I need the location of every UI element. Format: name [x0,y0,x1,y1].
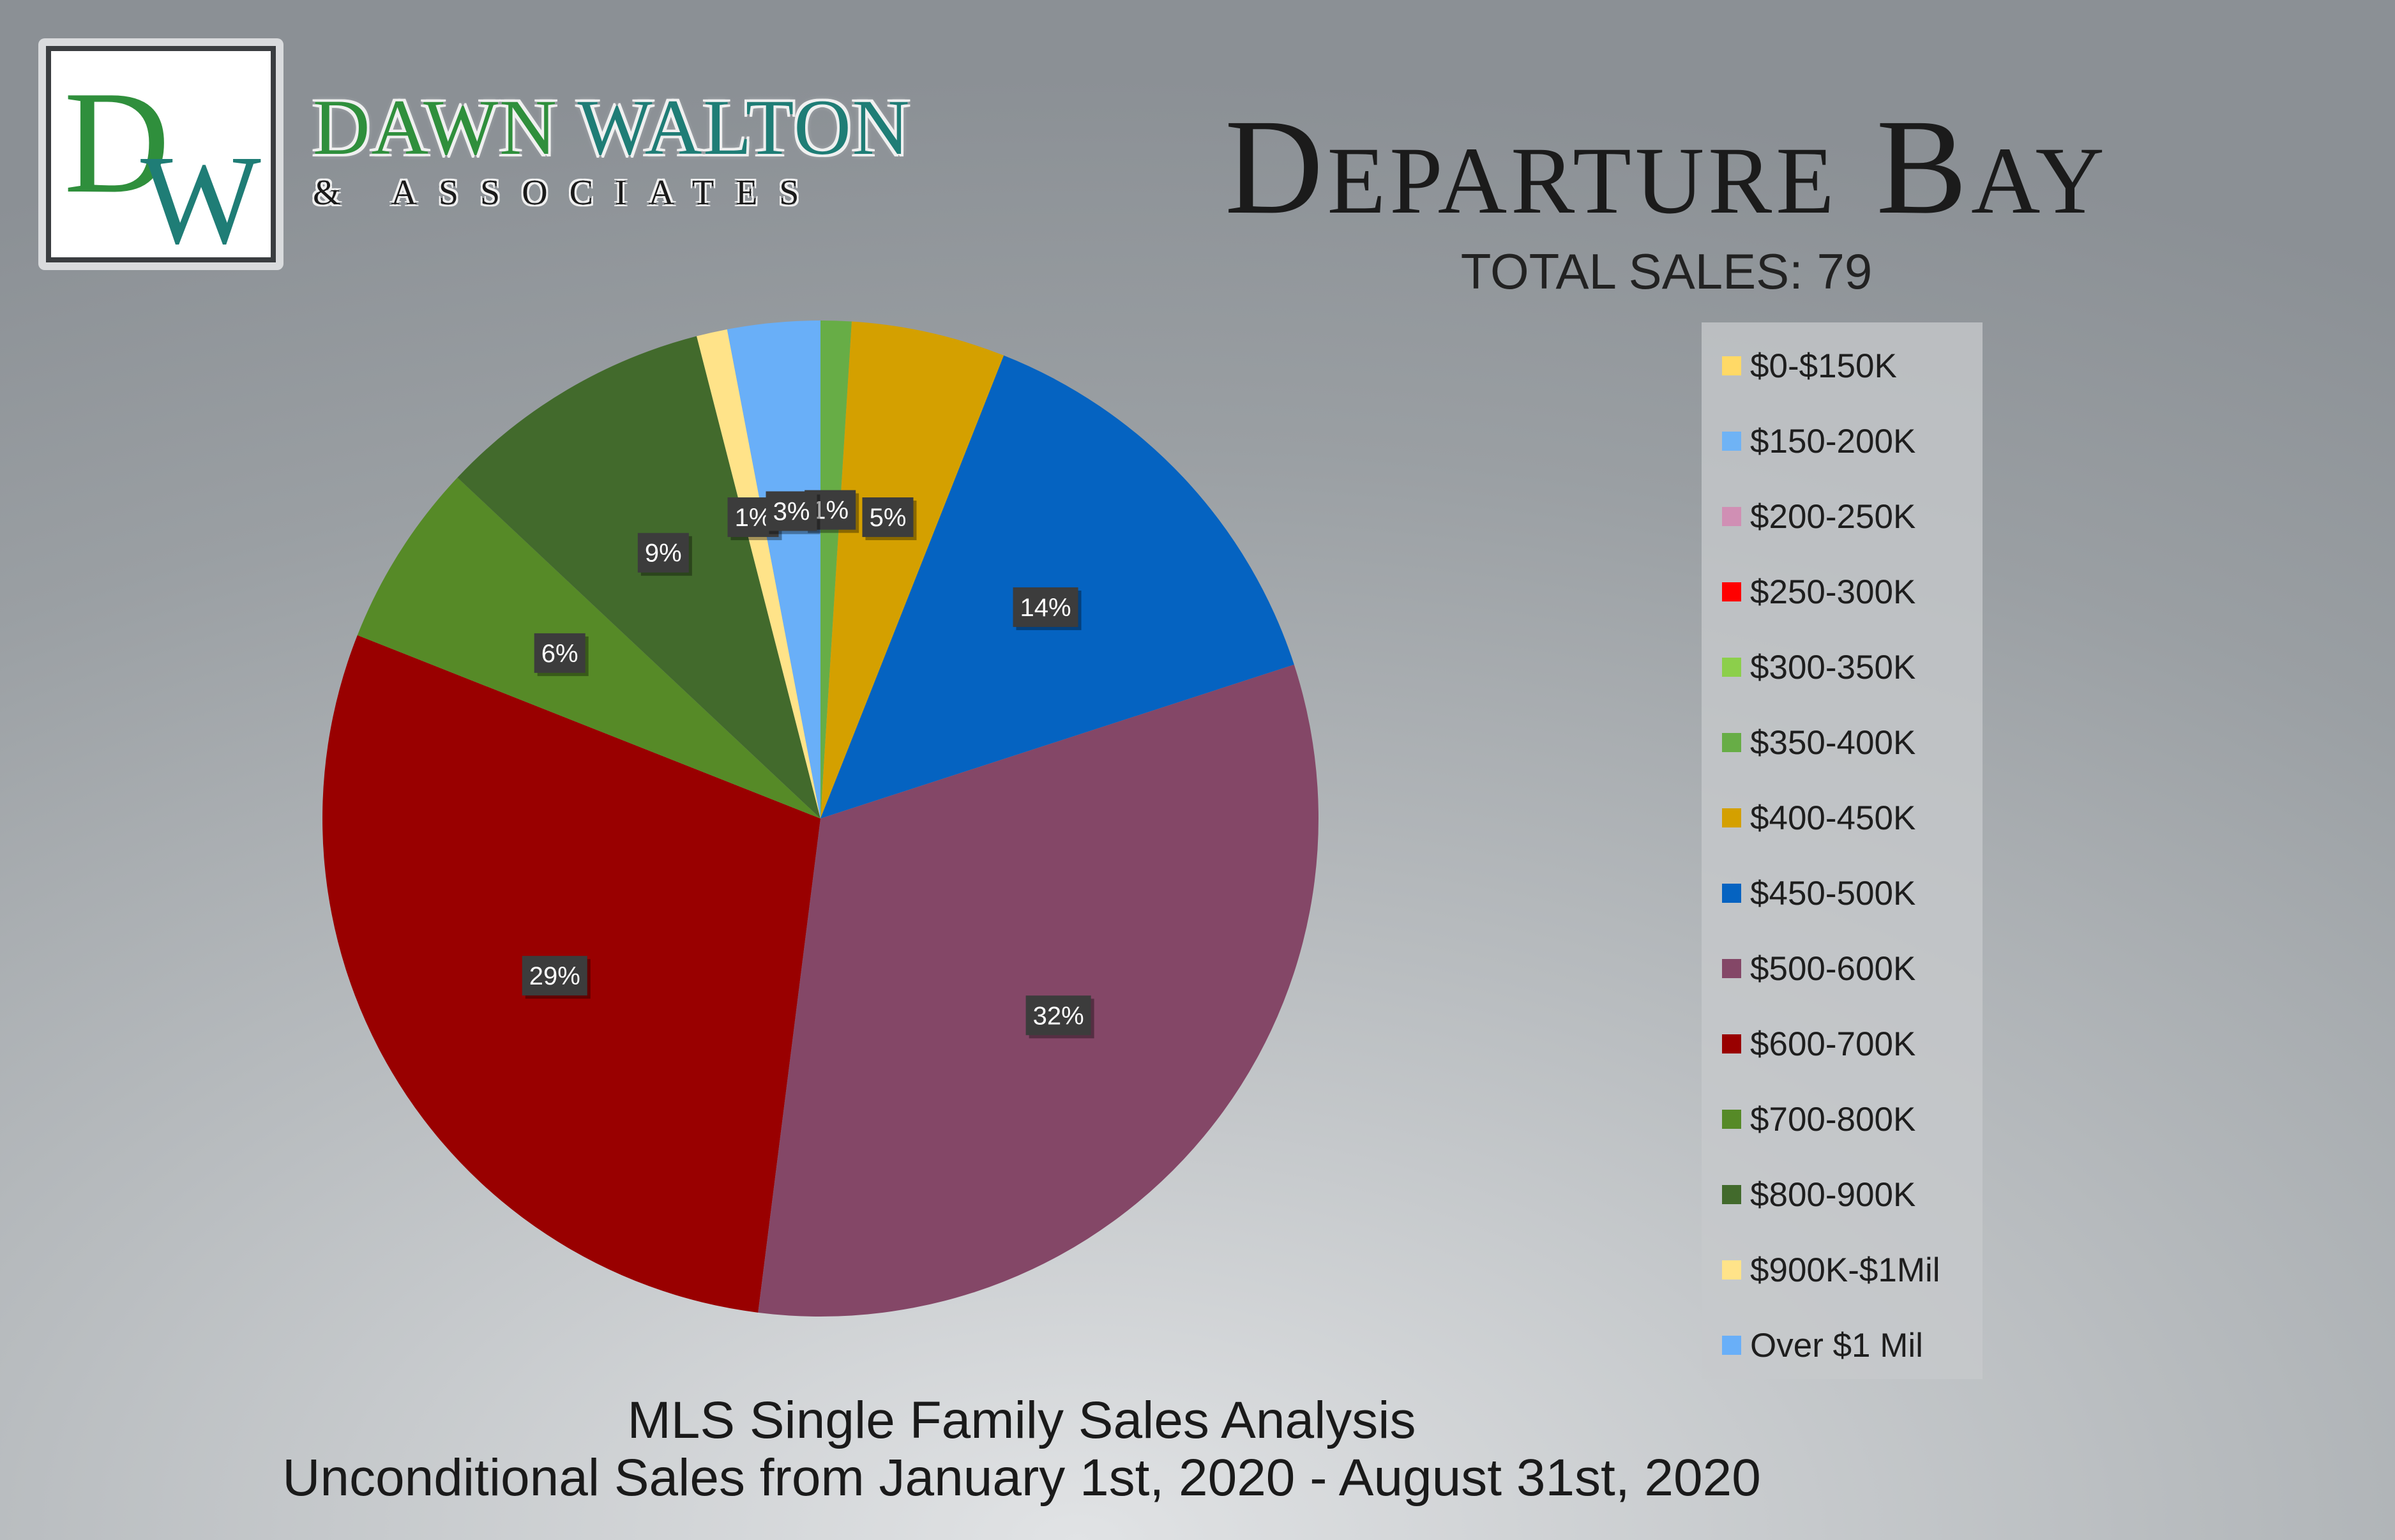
legend-swatch [1722,1336,1741,1355]
logo: D W [38,38,283,270]
legend-swatch [1722,356,1741,375]
pie-data-labels: 1% 5% 14% 32% 29% 6% 9% 1% 3% [522,490,1094,1039]
logo-frame: D W [46,46,276,262]
legend-item: $400-450K [1722,799,1915,837]
legend-item: $450-500K [1722,874,1915,912]
pie-slice-5 [820,321,852,819]
footer: MLS Single Family Sales Analysis Uncondi… [192,1391,1852,1507]
footer-line-1: MLS Single Family Sales Analysis [627,1391,1416,1449]
pie-slice-13 [727,321,820,819]
brand-name: DAWN WALTON [313,88,910,167]
pie-slice-11 [457,336,820,819]
page-title: Departure Bay [1225,91,2108,243]
svg-text:9%: 9% [645,540,682,568]
data-label-8: 32% [1025,995,1094,1039]
legend-item: $700-800K [1722,1100,1915,1138]
legend-label: $600-700K [1750,1025,1916,1063]
data-label-11: 9% [637,532,692,576]
svg-text:1%: 1% [812,497,849,525]
legend-swatch [1722,808,1741,827]
legend-swatch [1722,959,1741,978]
data-label-7: 14% [1013,587,1082,630]
legend-label: $250-300K [1750,573,1916,611]
svg-text:1%: 1% [735,504,772,532]
logo-letter-w: W [140,130,261,257]
legend-swatch [1722,658,1741,677]
data-label-10: 6% [534,633,589,676]
brand-subtitle: & ASSOCIATES [313,173,821,213]
pie-chart: 1% 5% 14% 32% 29% 6% 9% 1% 3% [322,321,1318,1317]
svg-text:32%: 32% [1033,1002,1084,1030]
legend-swatch [1722,1260,1741,1280]
brand-name-first: DAWN [313,84,558,171]
svg-text:3%: 3% [773,498,810,526]
pie-slice-12 [697,329,820,819]
legend-label: Over $1 Mil [1750,1326,1923,1364]
chart-legend: $0-$150K $150-200K $200-250K $250-300K $300-… [1702,322,1983,1379]
legend-label: $0-$150K [1750,347,1897,385]
legend-swatch [1722,884,1741,903]
logo-letter-d: D [64,61,170,223]
legend-label: $900K-$1Mil [1750,1251,1940,1289]
pie-slice-8 [758,664,1318,1317]
legend-swatch [1722,1034,1741,1053]
svg-text:29%: 29% [529,962,580,990]
data-label-9: 29% [522,956,591,999]
legend-swatch [1722,1110,1741,1129]
legend-label: $350-400K [1750,723,1916,762]
data-label-6: 5% [862,497,917,541]
legend-label: $400-450K [1750,799,1916,837]
legend-swatch [1722,507,1741,526]
pie-slices [322,321,1318,1317]
legend-item: $600-700K [1722,1025,1915,1063]
legend-swatch [1722,733,1741,752]
svg-text:6%: 6% [541,640,578,668]
legend-item: $200-250K [1722,497,1915,536]
legend-swatch [1722,582,1741,601]
legend-item: $800-900K [1722,1175,1915,1214]
legend-label: $150-200K [1750,422,1916,460]
legend-label: $700-800K [1750,1100,1916,1138]
legend-item: $150-200K [1722,422,1915,460]
legend-item: $0-$150K [1722,347,1897,385]
legend-item: $900K-$1Mil [1722,1251,1940,1289]
logo-mark: D W [64,61,261,257]
legend-item: $350-400K [1722,723,1915,762]
legend-item: $500-600K [1722,949,1915,988]
pie-slice-10 [357,478,820,819]
legend-label: $200-250K [1750,497,1916,536]
legend-item: $250-300K [1722,573,1915,611]
legend-item: Over $1 Mil [1722,1326,1923,1364]
legend-label: $300-350K [1750,648,1916,686]
footer-line-2: Unconditional Sales from January 1st, 20… [282,1449,1761,1507]
legend-label: $800-900K [1750,1175,1916,1214]
legend-swatch [1722,1185,1741,1204]
legend-label: $450-500K [1750,874,1916,912]
total-sales: TOTAL SALES: 79 [1460,243,1873,299]
legend-item: $300-350K [1722,648,1915,686]
legend-label: $500-600K [1750,949,1916,988]
data-label-13: 3% [766,491,820,534]
svg-text:5%: 5% [870,504,907,532]
brand-wordmark: DAWN WALTON & ASSOCIATES [313,88,910,213]
brand-name-last: WALTON [577,84,911,171]
svg-text:14%: 14% [1020,594,1071,622]
pie-slice-6 [820,321,1004,819]
legend-swatch [1722,432,1741,451]
pie-slice-7 [820,355,1294,819]
